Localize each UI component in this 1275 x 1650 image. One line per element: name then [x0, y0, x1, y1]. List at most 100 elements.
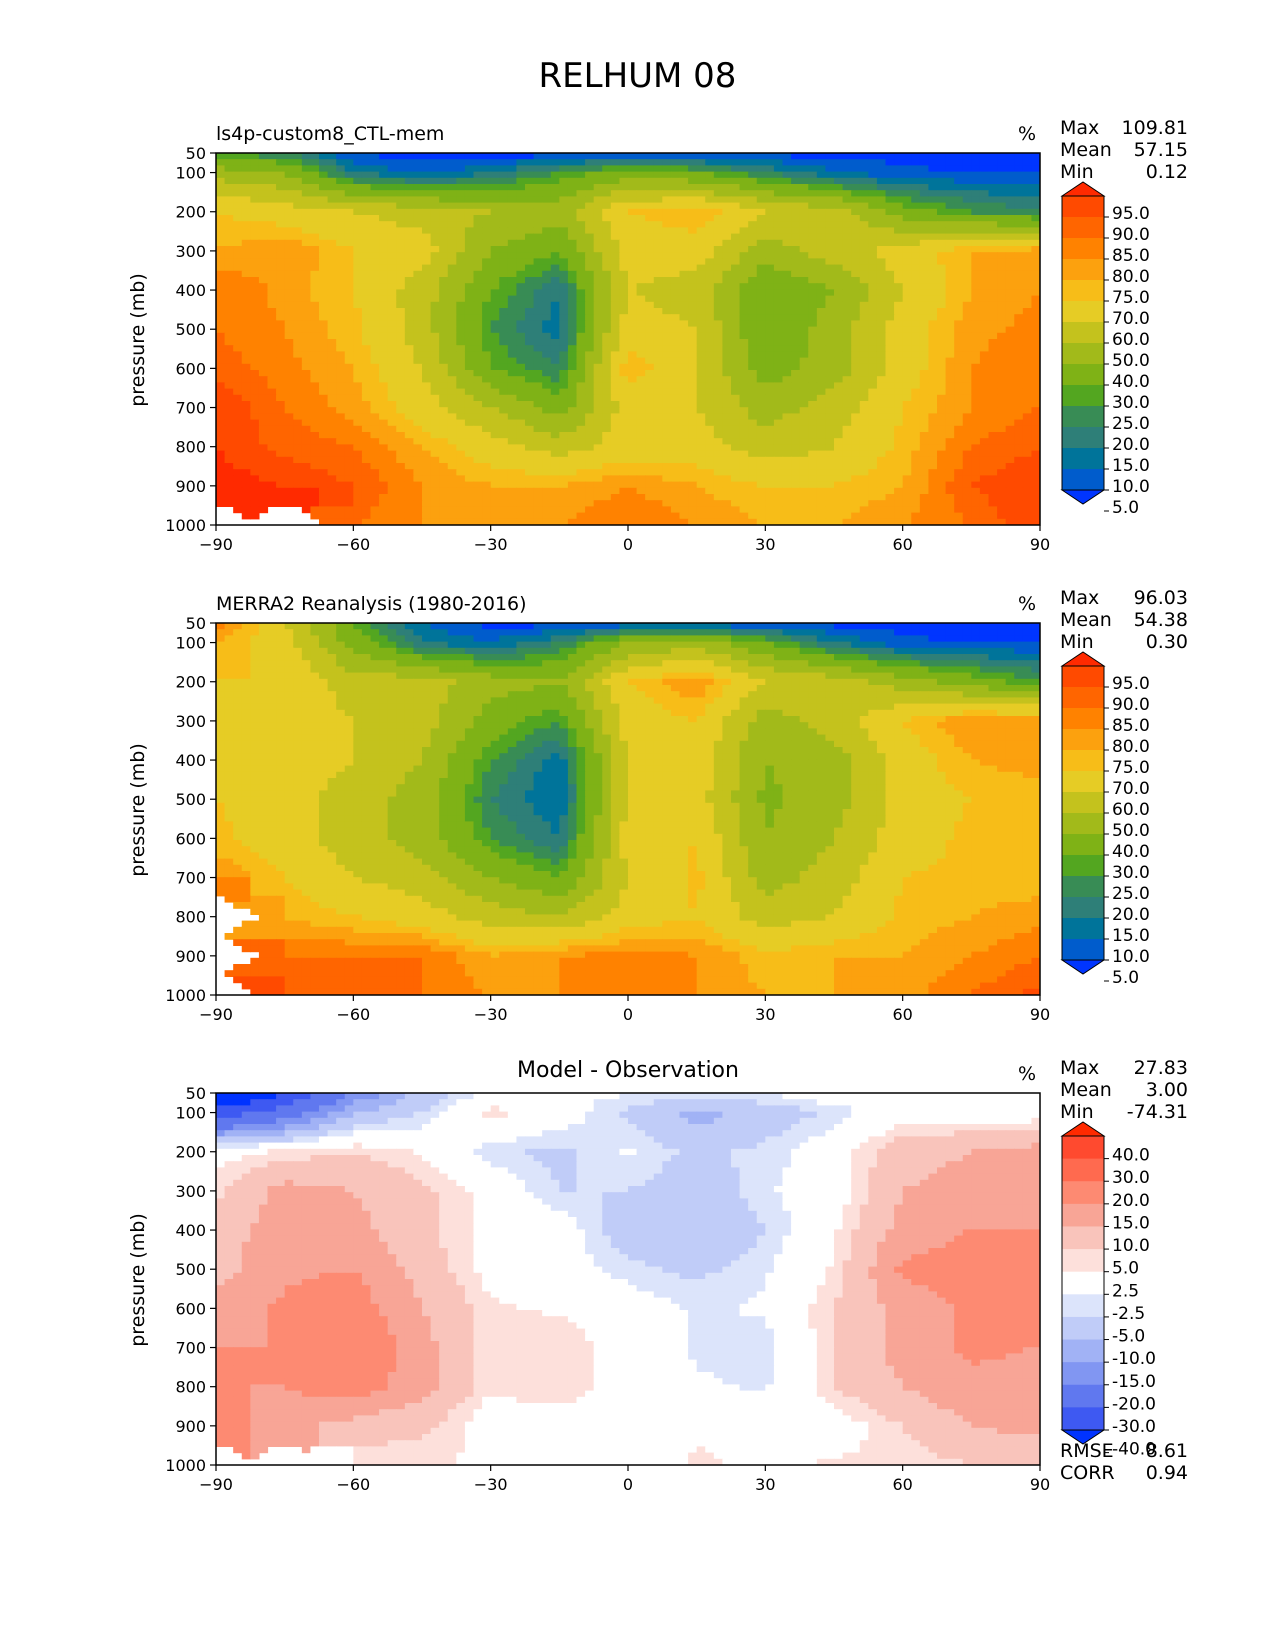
contour-cell — [705, 345, 715, 352]
contour-cell — [576, 394, 586, 402]
contour-cell — [885, 252, 895, 259]
contour-cell — [602, 394, 612, 402]
contour-cell — [799, 283, 809, 290]
contour-cell — [507, 357, 518, 365]
contour-cell — [842, 308, 852, 315]
contour-cell — [464, 314, 475, 321]
contour-cell — [705, 159, 715, 166]
contour-cell — [396, 363, 406, 371]
contour-cell — [765, 289, 775, 297]
contour-cell — [430, 239, 440, 247]
contour-cell — [319, 438, 329, 445]
contour-cell — [430, 171, 440, 179]
contour-cell — [447, 425, 457, 433]
contour-cell — [988, 382, 998, 390]
contour-cell — [670, 258, 681, 266]
contour-cell — [456, 363, 466, 371]
contour-cell — [859, 469, 869, 476]
contour-cell — [825, 177, 835, 185]
contour-cell — [645, 394, 655, 402]
contour-cell — [473, 320, 483, 328]
contour-cell — [507, 221, 518, 228]
contour-cell — [293, 444, 303, 452]
contour-cell — [662, 388, 672, 396]
contour-cell — [928, 301, 938, 309]
contour-cell — [722, 425, 732, 433]
contour-cell — [662, 469, 672, 476]
contour-cell — [868, 432, 878, 439]
contour-cell — [516, 277, 526, 284]
contour-cell — [628, 456, 638, 464]
contour-cell — [962, 270, 972, 278]
contour-cell — [636, 444, 646, 452]
contour-cell — [825, 351, 835, 359]
contour-cell — [610, 314, 621, 321]
contour-cell — [301, 246, 312, 253]
contour-cell — [988, 456, 998, 464]
contour-cell — [834, 345, 844, 352]
contour-cell — [559, 345, 569, 352]
contour-cell — [379, 233, 389, 241]
contour-cell — [911, 208, 921, 216]
contour-cell — [962, 301, 972, 309]
contour-cell — [233, 246, 243, 253]
contour-cell — [602, 190, 612, 197]
contour-cell — [688, 264, 698, 272]
contour-cell — [610, 252, 621, 259]
contour-cell — [267, 332, 277, 340]
contour-cell — [499, 388, 509, 396]
contour-cell — [507, 345, 518, 352]
contour-cell — [319, 277, 329, 284]
contour-cell — [336, 295, 346, 303]
contour-cell — [842, 332, 852, 340]
contour-cell — [490, 394, 500, 402]
contour-cell — [791, 221, 801, 228]
contour-cell — [859, 252, 869, 259]
contour-cell — [567, 332, 578, 340]
contour-cell — [739, 177, 749, 185]
contour-cell — [353, 165, 363, 173]
contour-cell — [216, 326, 226, 334]
contour-cell — [1005, 444, 1015, 452]
contour-cell — [902, 370, 912, 377]
contour-cell — [1031, 432, 1040, 439]
contour-cell — [336, 432, 346, 439]
contour-cell — [293, 177, 303, 185]
contour-cell — [902, 357, 912, 365]
contour-cell — [979, 184, 990, 191]
contour-cell — [413, 394, 423, 402]
contour-cell — [585, 370, 595, 377]
contour-cell — [542, 264, 552, 272]
contour-cell — [1005, 233, 1015, 241]
contour-cell — [731, 301, 741, 309]
contour-cell — [293, 196, 303, 204]
contour-cell — [645, 258, 655, 266]
contour-cell — [404, 438, 415, 445]
contour-cell — [370, 196, 380, 204]
contour-cell — [404, 258, 415, 266]
contour-cell — [765, 469, 775, 476]
contour-cell — [490, 233, 500, 241]
contour-cell — [619, 190, 629, 197]
contour-cell — [876, 450, 887, 458]
contour-cell — [619, 277, 629, 284]
contour-cell — [353, 345, 363, 352]
contour-cell — [267, 339, 277, 346]
contour-cell — [430, 444, 440, 452]
contour-cell — [301, 233, 312, 241]
contour-cell — [739, 432, 749, 439]
contour-cell — [430, 425, 440, 433]
contour-cell — [396, 419, 406, 427]
contour-cell — [224, 202, 234, 210]
contour-cell — [1014, 370, 1024, 377]
contour-cell — [748, 394, 758, 402]
contour-cell — [533, 351, 543, 359]
contour-cell — [361, 438, 372, 445]
contour-cell — [919, 233, 930, 241]
contour-cell — [876, 401, 887, 408]
contour-cell — [559, 419, 569, 427]
contour-cell — [799, 196, 809, 204]
contour-cell — [361, 456, 372, 464]
contour-cell — [336, 277, 346, 284]
contour-cell — [422, 351, 432, 359]
